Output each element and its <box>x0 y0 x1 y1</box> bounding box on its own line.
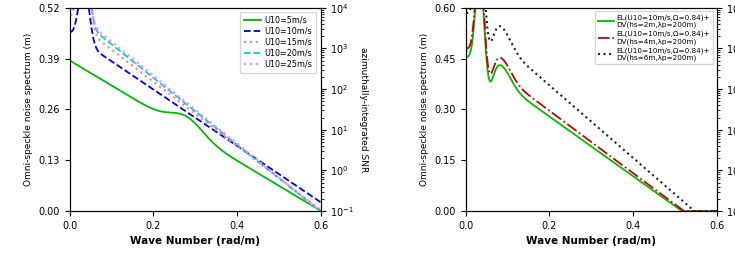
Line: U10=25m/s: U10=25m/s <box>70 0 320 211</box>
U10=5m/s <box>187 119 196 122</box>
EL(U10=10m/s,Ω=0.84)+
DV(hs=4m,λp=200m) <box>584 138 592 141</box>
U10=25m/s <box>65 1 74 4</box>
U10=25m/s <box>316 210 325 213</box>
Legend: EL(U10=10m/s,Ω=0.84)+
DV(hs=2m,λp=200m), EL(U10=10m/s,Ω=0.84)+
DV(hs=4m,λp=200m): EL(U10=10m/s,Ω=0.84)+ DV(hs=2m,λp=200m),… <box>595 11 713 64</box>
EL(U10=10m/s,Ω=0.84)+
DV(hs=6m,λp=200m) <box>659 183 668 186</box>
U10=10m/s <box>263 165 272 168</box>
EL(U10=10m/s,Ω=0.84)+
DV(hs=6m,λp=200m) <box>577 112 586 115</box>
EL(U10=10m/s,Ω=0.84)+
DV(hs=4m,λp=200m) <box>712 210 721 213</box>
U10=5m/s <box>181 114 190 117</box>
U10=20m/s <box>316 210 325 213</box>
U10=10m/s <box>181 110 190 113</box>
Line: EL(U10=10m/s,Ω=0.84)+
DV(hs=4m,λp=200m): EL(U10=10m/s,Ω=0.84)+ DV(hs=4m,λp=200m) <box>466 0 717 211</box>
EL(U10=10m/s,Ω=0.84)+
DV(hs=4m,λp=200m) <box>705 210 714 213</box>
U10=20m/s <box>309 204 318 207</box>
EL(U10=10m/s,Ω=0.84)+
DV(hs=2m,λp=200m) <box>659 196 668 199</box>
U10=20m/s <box>263 167 272 170</box>
Line: U10=15m/s: U10=15m/s <box>70 0 320 210</box>
U10=15m/s <box>316 208 325 211</box>
EL(U10=10m/s,Ω=0.84)+
DV(hs=6m,λp=200m) <box>705 210 714 213</box>
U10=5m/s <box>316 209 325 212</box>
Line: EL(U10=10m/s,Ω=0.84)+
DV(hs=6m,λp=200m): EL(U10=10m/s,Ω=0.84)+ DV(hs=6m,λp=200m) <box>466 0 717 211</box>
EL(U10=10m/s,Ω=0.84)+
DV(hs=2m,λp=200m) <box>577 138 586 141</box>
U10=15m/s <box>263 168 272 171</box>
U10=5m/s <box>263 177 272 180</box>
U10=15m/s <box>187 110 196 113</box>
Legend: U10=5m/s, U10=10m/s, U10=15m/s, U10=20m/s, U10=25m/s: U10=5m/s, U10=10m/s, U10=15m/s, U10=20m/… <box>240 12 317 73</box>
U10=20m/s <box>65 5 74 9</box>
U10=25m/s <box>316 210 325 213</box>
EL(U10=10m/s,Ω=0.84)+
DV(hs=2m,λp=200m) <box>462 55 470 58</box>
U10=20m/s <box>309 204 318 207</box>
U10=10m/s <box>187 114 196 117</box>
Line: U10=10m/s: U10=10m/s <box>70 0 320 202</box>
EL(U10=10m/s,Ω=0.84)+
DV(hs=2m,λp=200m) <box>705 210 714 213</box>
U10=10m/s <box>65 31 74 34</box>
U10=15m/s <box>181 105 190 108</box>
U10=25m/s <box>181 100 190 103</box>
EL(U10=10m/s,Ω=0.84)+
DV(hs=4m,λp=200m) <box>577 133 586 136</box>
EL(U10=10m/s,Ω=0.84)+
DV(hs=6m,λp=200m) <box>705 210 714 213</box>
Line: EL(U10=10m/s,Ω=0.84)+
DV(hs=2m,λp=200m): EL(U10=10m/s,Ω=0.84)+ DV(hs=2m,λp=200m) <box>466 0 717 211</box>
U10=20m/s <box>187 107 196 110</box>
U10=25m/s <box>309 204 318 207</box>
U10=5m/s <box>309 205 318 208</box>
Y-axis label: Omni-speckle noise spectrum (m): Omni-speckle noise spectrum (m) <box>420 33 429 186</box>
EL(U10=10m/s,Ω=0.84)+
DV(hs=4m,λp=200m) <box>462 47 470 50</box>
Line: U10=20m/s: U10=20m/s <box>70 0 320 211</box>
U10=25m/s <box>263 167 272 170</box>
U10=5m/s <box>309 205 318 208</box>
EL(U10=10m/s,Ω=0.84)+
DV(hs=6m,λp=200m) <box>712 210 721 213</box>
EL(U10=10m/s,Ω=0.84)+
DV(hs=2m,λp=200m) <box>712 210 721 213</box>
Line: U10=5m/s: U10=5m/s <box>70 61 320 211</box>
EL(U10=10m/s,Ω=0.84)+
DV(hs=6m,λp=200m) <box>584 117 592 120</box>
Y-axis label: Omni-speckle noise spectrum (m): Omni-speckle noise spectrum (m) <box>24 33 33 186</box>
U10=10m/s <box>309 196 318 199</box>
U10=10m/s <box>309 196 318 199</box>
EL(U10=10m/s,Ω=0.84)+
DV(hs=4m,λp=200m) <box>705 210 714 213</box>
U10=25m/s <box>187 105 196 109</box>
U10=20m/s <box>316 210 325 213</box>
U10=20m/s <box>181 102 190 105</box>
U10=5m/s <box>79 67 87 70</box>
U10=10m/s <box>316 200 325 204</box>
U10=15m/s <box>309 203 318 206</box>
U10=5m/s <box>65 59 74 62</box>
EL(U10=10m/s,Ω=0.84)+
DV(hs=2m,λp=200m) <box>584 142 592 146</box>
U10=25m/s <box>309 204 318 207</box>
X-axis label: Wave Number (rad/m): Wave Number (rad/m) <box>130 236 260 246</box>
X-axis label: Wave Number (rad/m): Wave Number (rad/m) <box>526 236 656 246</box>
EL(U10=10m/s,Ω=0.84)+
DV(hs=4m,λp=200m) <box>659 194 668 197</box>
EL(U10=10m/s,Ω=0.84)+
DV(hs=6m,λp=200m) <box>462 11 470 14</box>
U10=15m/s <box>309 203 318 206</box>
EL(U10=10m/s,Ω=0.84)+
DV(hs=2m,λp=200m) <box>705 210 714 213</box>
U10=15m/s <box>65 14 74 17</box>
Y-axis label: azimuthally-integrated SNR: azimuthally-integrated SNR <box>359 47 368 172</box>
